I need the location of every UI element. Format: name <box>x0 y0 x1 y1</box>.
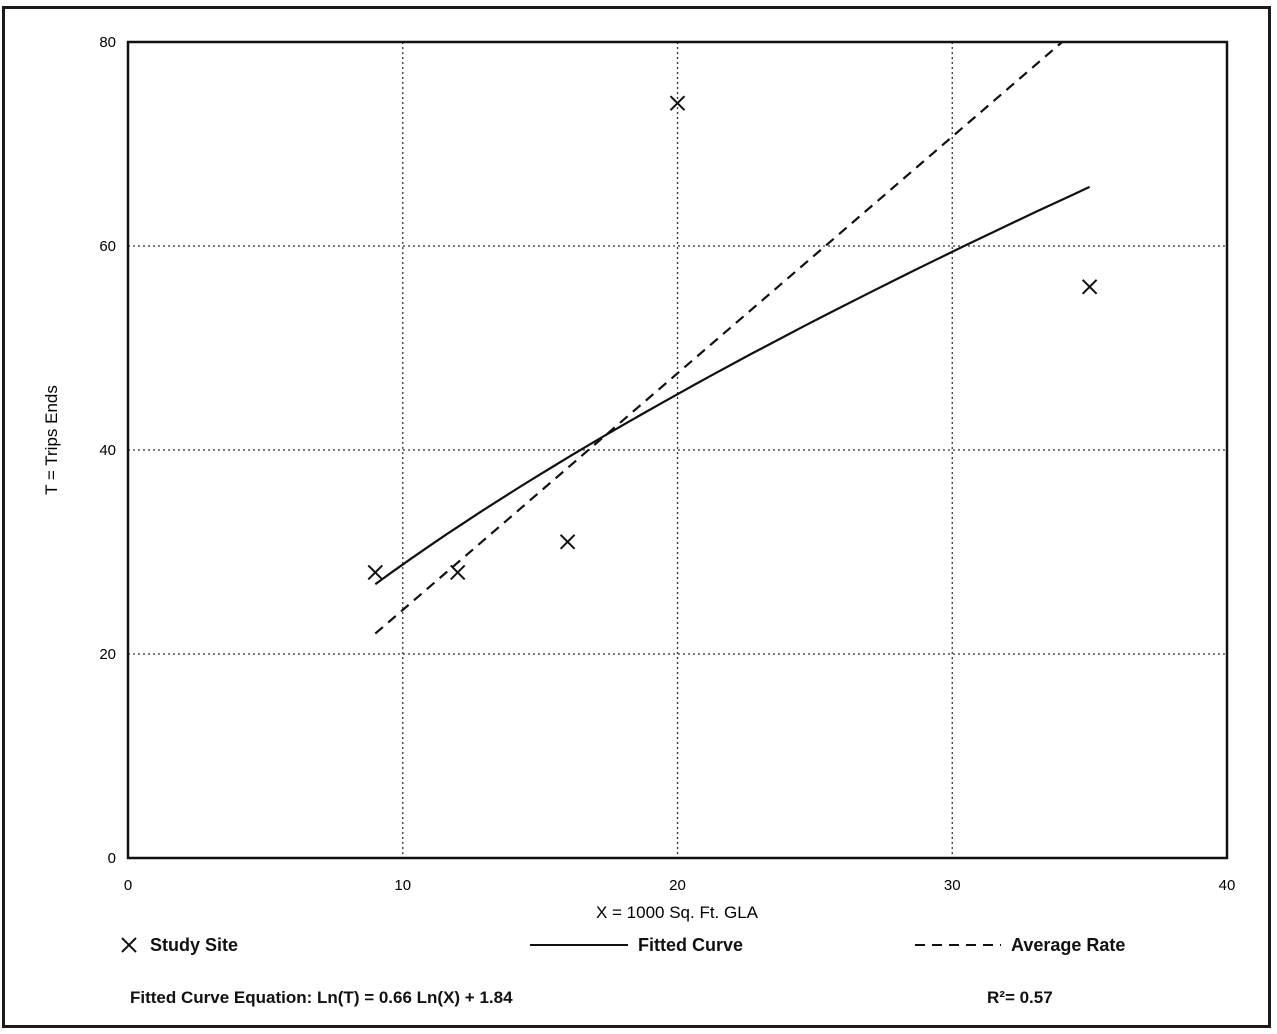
y-tick-label: 60 <box>99 238 116 255</box>
legend-item-study-site: Study Site <box>118 934 238 956</box>
y-tick-label: 40 <box>99 442 116 459</box>
tick-labels: 0 10 20 30 40 0 20 40 60 80 <box>99 34 1235 894</box>
point-stroke <box>449 564 466 581</box>
y-tick-label: 80 <box>99 34 116 51</box>
point-stroke <box>559 534 576 550</box>
x-axis-label: X = 1000 Sq. Ft. GLA <box>596 903 759 922</box>
x-tick-label: 30 <box>944 877 961 894</box>
dashed-line-icon <box>915 944 1001 946</box>
chart-frame <box>2 6 1271 1028</box>
plot-border <box>126 40 1229 860</box>
study-site-point <box>367 564 383 581</box>
x-tick-label: 40 <box>1219 877 1236 894</box>
axes <box>126 40 1229 860</box>
legend-item-fitted-curve: Fitted Curve <box>530 934 743 956</box>
legend: Study Site Fitted Curve Average Rate <box>0 934 1277 962</box>
legend-label-study-site: Study Site <box>150 934 239 955</box>
solid-line-icon <box>530 944 628 946</box>
r-squared-value: R²= 0.57 <box>987 988 1053 1007</box>
point-stroke <box>669 95 686 111</box>
fitted-curve-line <box>374 185 1091 586</box>
x-tick-label: 10 <box>394 877 411 894</box>
legend-label-fitted-curve: Fitted Curve <box>638 934 744 955</box>
point-stroke <box>367 564 383 581</box>
y-tick-label: 20 <box>99 646 116 663</box>
grid-lines <box>128 42 1227 858</box>
x-tick-label: 20 <box>669 877 686 894</box>
study-site-point <box>669 95 686 111</box>
study-site-point <box>449 564 466 581</box>
study-site-point <box>559 534 576 550</box>
fitted-curve-equation: Fitted Curve Equation: Ln(T) = 0.66 Ln(X… <box>130 988 513 1007</box>
study-site-point <box>1081 279 1098 295</box>
point-stroke <box>1081 279 1098 295</box>
legend-item-average-rate: Average Rate <box>915 934 1125 956</box>
x-tick-label: 0 <box>124 877 132 894</box>
legend-label-average-rate: Average Rate <box>1011 934 1126 955</box>
series <box>367 41 1098 635</box>
x-marker-icon <box>121 937 137 953</box>
y-axis-label: T = Trips Ends <box>42 385 61 495</box>
y-tick-label: 0 <box>108 850 116 867</box>
average-rate-line <box>374 41 1063 635</box>
